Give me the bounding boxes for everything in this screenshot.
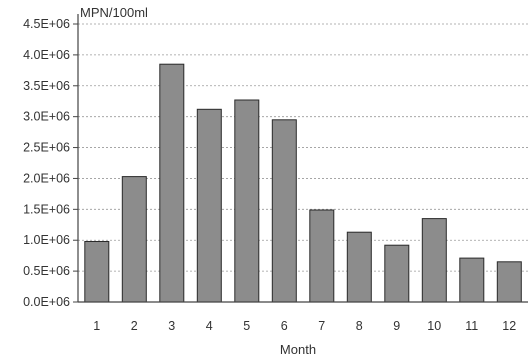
y-axis-label: MPN/100ml bbox=[80, 5, 148, 20]
y-tick-label: 4.5E+06 bbox=[23, 17, 70, 31]
y-tick-label: 1.5E+06 bbox=[23, 202, 70, 216]
y-tick-label: 2.0E+06 bbox=[23, 171, 70, 185]
x-tick-label: 9 bbox=[393, 319, 400, 333]
bar-month-6 bbox=[271, 119, 297, 303]
bar-month-1 bbox=[84, 241, 110, 303]
grid-lines bbox=[78, 23, 528, 272]
y-tick-label: 0.0E+06 bbox=[23, 295, 70, 309]
x-tick-label: 12 bbox=[502, 319, 516, 333]
y-tick-label: 4.0E+06 bbox=[23, 48, 70, 62]
bar-month-3 bbox=[159, 63, 185, 303]
bar-month-12 bbox=[496, 261, 522, 303]
bars bbox=[84, 63, 522, 303]
x-tick-label: 8 bbox=[356, 319, 363, 333]
bar-month-2 bbox=[121, 176, 147, 303]
x-tick-label: 6 bbox=[281, 319, 288, 333]
x-tick-label: 7 bbox=[318, 319, 325, 333]
x-tick-label: 10 bbox=[427, 319, 441, 333]
bar-month-11 bbox=[459, 257, 485, 303]
x-tick-label: 5 bbox=[243, 319, 250, 333]
bar-month-7 bbox=[309, 209, 335, 303]
y-tick-label: 1.0E+06 bbox=[23, 233, 70, 247]
tick-labels: 0.0E+06 0.5E+06 1.0E+06 1.5E+06 2.0E+06 2.5E+… bbox=[23, 17, 516, 333]
bar-month-5 bbox=[234, 99, 260, 303]
x-tick-label: 3 bbox=[168, 319, 175, 333]
bar-month-10 bbox=[421, 218, 447, 303]
axes bbox=[73, 14, 528, 303]
bar-month-4 bbox=[196, 108, 222, 303]
y-tick-label: 0.5E+06 bbox=[23, 264, 70, 278]
bar-month-9 bbox=[384, 244, 410, 303]
bar-month-8 bbox=[346, 231, 372, 303]
y-tick-label: 3.5E+06 bbox=[23, 79, 70, 93]
x-tick-label: 4 bbox=[206, 319, 213, 333]
x-tick-label: 1 bbox=[93, 319, 100, 333]
x-axis-label: Month bbox=[280, 342, 316, 357]
y-tick-label: 3.0E+06 bbox=[23, 110, 70, 124]
x-tick-label: 11 bbox=[465, 319, 478, 333]
x-tick-label: 2 bbox=[131, 319, 138, 333]
y-tick-label: 2.5E+06 bbox=[23, 141, 70, 155]
